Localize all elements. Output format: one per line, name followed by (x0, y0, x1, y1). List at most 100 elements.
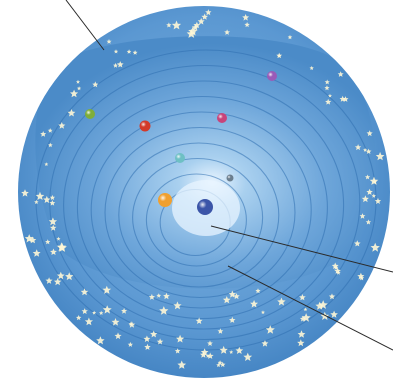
star (34, 199, 39, 204)
star (76, 86, 82, 91)
star (318, 300, 328, 309)
star (102, 305, 112, 314)
star (70, 89, 79, 98)
star (188, 26, 198, 36)
star (365, 174, 371, 180)
star (369, 176, 379, 185)
mars-body (139, 120, 151, 132)
star (216, 362, 221, 368)
star (128, 321, 136, 328)
star (324, 79, 330, 85)
shell-ring (76, 95, 328, 320)
star (354, 240, 361, 247)
star (342, 96, 349, 102)
star (297, 330, 306, 338)
star (114, 332, 122, 340)
star (276, 52, 283, 59)
star (365, 219, 372, 225)
star (229, 350, 234, 354)
star (126, 49, 132, 54)
star (150, 330, 158, 338)
star (195, 317, 203, 324)
star (32, 249, 41, 257)
star (156, 338, 164, 345)
star (233, 293, 240, 300)
shell-ring (35, 49, 377, 351)
star (56, 236, 61, 241)
shell-ring (104, 126, 296, 299)
star (372, 179, 378, 184)
star (92, 310, 97, 315)
mercury-body (175, 153, 185, 163)
star (56, 271, 65, 280)
star (121, 307, 128, 314)
star (201, 13, 208, 20)
star (363, 148, 368, 152)
planetary-shells (35, 49, 377, 351)
star (261, 310, 265, 315)
star (76, 79, 81, 84)
star (156, 293, 162, 298)
star (243, 352, 253, 361)
star-sphere-leader (65, 0, 105, 51)
star (365, 148, 372, 154)
star (163, 292, 170, 300)
saturn-body (267, 71, 277, 81)
star (207, 340, 213, 346)
star (113, 49, 119, 54)
star (48, 217, 58, 226)
star (57, 243, 67, 252)
shell-ring (90, 111, 312, 309)
shell-ring (132, 157, 264, 278)
star (21, 189, 29, 197)
star (49, 194, 56, 200)
star (48, 142, 53, 148)
star (144, 343, 151, 350)
star (250, 299, 258, 308)
earth-leader (210, 225, 393, 273)
star (324, 85, 330, 91)
shell-ring (145, 173, 247, 267)
star (45, 277, 53, 284)
star (197, 17, 205, 25)
star (320, 311, 330, 320)
star (375, 151, 385, 161)
star (235, 346, 244, 354)
star (361, 195, 369, 203)
star (309, 65, 314, 70)
star (45, 239, 51, 245)
star (219, 345, 228, 354)
star (366, 188, 373, 195)
star (255, 288, 261, 294)
star (219, 361, 226, 367)
star (277, 297, 286, 306)
star (265, 325, 275, 334)
star (80, 288, 89, 296)
star (370, 242, 380, 252)
star (99, 310, 104, 315)
star (113, 62, 118, 68)
star (205, 353, 210, 358)
star (132, 50, 138, 55)
star (116, 61, 124, 68)
inner-cutaway (35, 36, 376, 289)
venus-body (217, 113, 227, 123)
star (58, 122, 66, 129)
star (325, 98, 332, 105)
star (29, 236, 37, 244)
star (224, 29, 230, 35)
star (297, 339, 305, 347)
star (166, 22, 172, 28)
star (359, 213, 366, 219)
star (49, 224, 57, 231)
celestial-bodies (85, 71, 277, 215)
star (261, 340, 269, 347)
star (24, 234, 34, 243)
star (217, 328, 224, 334)
star (143, 335, 151, 342)
star (174, 348, 181, 354)
star (171, 20, 182, 30)
star (159, 306, 169, 315)
moon-body (226, 174, 234, 182)
star (102, 285, 112, 294)
